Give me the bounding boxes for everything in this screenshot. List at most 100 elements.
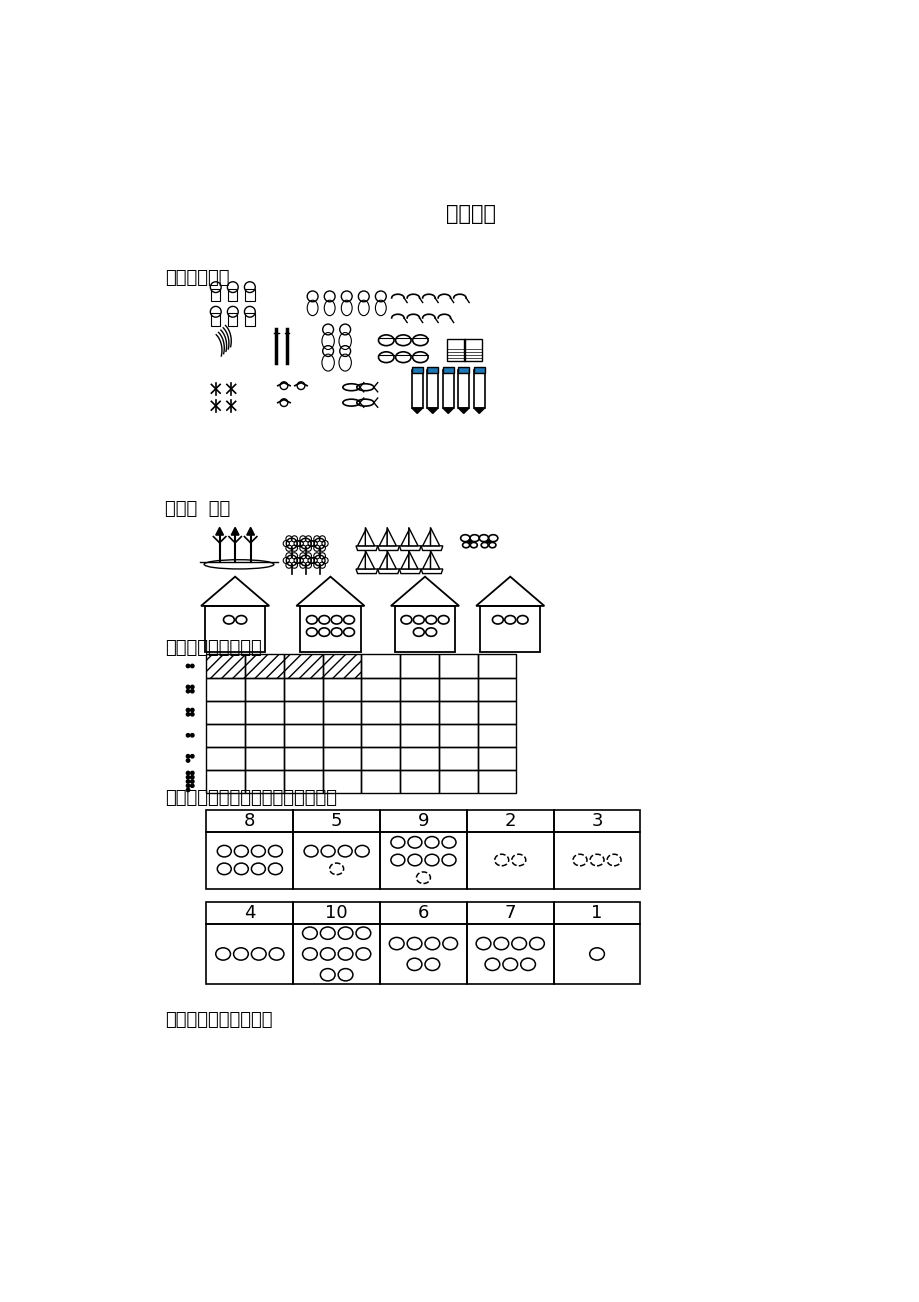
Polygon shape xyxy=(365,527,374,546)
Bar xyxy=(245,724,284,747)
Text: 四、看上面的数，画一画，划一划。: 四、看上面的数，画一画，划一划。 xyxy=(165,789,337,807)
Bar xyxy=(447,340,465,361)
Circle shape xyxy=(190,776,194,779)
Bar xyxy=(438,655,477,677)
Text: 单元测试: 单元测试 xyxy=(446,204,496,224)
Polygon shape xyxy=(421,546,442,551)
Bar xyxy=(284,677,323,700)
Bar xyxy=(210,314,221,326)
Text: 五、数一数，圈一圈。: 五、数一数，圈一圈。 xyxy=(165,1010,273,1029)
Circle shape xyxy=(187,733,189,737)
Polygon shape xyxy=(356,546,378,551)
Bar xyxy=(206,747,245,769)
Text: 9: 9 xyxy=(417,811,429,829)
Polygon shape xyxy=(357,530,365,546)
Bar xyxy=(466,832,553,888)
Bar xyxy=(361,677,400,700)
Bar xyxy=(361,655,400,677)
Bar xyxy=(245,747,284,769)
Text: 三、数点，涂方格。: 三、数点，涂方格。 xyxy=(165,639,262,658)
Bar xyxy=(323,747,361,769)
Bar xyxy=(245,289,255,301)
Bar xyxy=(412,370,422,408)
Circle shape xyxy=(190,685,194,689)
Bar xyxy=(206,902,293,924)
Bar xyxy=(400,655,438,677)
Circle shape xyxy=(187,755,189,758)
Bar xyxy=(300,605,360,652)
Circle shape xyxy=(190,755,194,758)
Bar xyxy=(463,355,482,358)
Bar xyxy=(458,370,469,408)
Circle shape xyxy=(187,664,189,668)
Circle shape xyxy=(187,712,189,716)
Bar xyxy=(463,349,482,352)
Bar xyxy=(477,747,516,769)
Text: 5: 5 xyxy=(331,811,342,829)
Bar xyxy=(400,747,438,769)
Bar xyxy=(284,769,323,793)
Bar xyxy=(553,924,640,984)
Bar xyxy=(228,314,237,326)
Circle shape xyxy=(468,540,471,543)
Text: 7: 7 xyxy=(504,904,516,922)
Bar xyxy=(400,677,438,700)
Polygon shape xyxy=(378,546,399,551)
Bar xyxy=(400,724,438,747)
Circle shape xyxy=(190,733,194,737)
Polygon shape xyxy=(473,408,484,414)
Bar xyxy=(442,370,453,408)
Bar xyxy=(293,924,380,984)
Bar xyxy=(553,832,640,888)
Circle shape xyxy=(190,784,194,788)
Circle shape xyxy=(187,690,189,693)
Text: 4: 4 xyxy=(244,904,255,922)
Bar xyxy=(447,355,465,358)
Circle shape xyxy=(187,784,189,788)
Polygon shape xyxy=(422,553,430,569)
Bar xyxy=(380,924,466,984)
Polygon shape xyxy=(379,553,387,569)
Bar xyxy=(284,747,323,769)
Bar xyxy=(380,902,466,924)
Polygon shape xyxy=(401,553,408,569)
Bar xyxy=(426,367,437,374)
Bar xyxy=(477,655,516,677)
Circle shape xyxy=(190,771,194,775)
Circle shape xyxy=(190,780,194,784)
Bar xyxy=(553,902,640,924)
Bar xyxy=(245,769,284,793)
Polygon shape xyxy=(408,527,417,546)
Bar xyxy=(426,370,437,408)
Bar xyxy=(477,677,516,700)
Circle shape xyxy=(187,776,189,779)
Polygon shape xyxy=(430,527,439,546)
Text: 1: 1 xyxy=(591,904,602,922)
Polygon shape xyxy=(430,551,439,569)
Bar xyxy=(284,655,323,677)
Bar xyxy=(206,700,245,724)
Polygon shape xyxy=(387,551,396,569)
Polygon shape xyxy=(387,527,396,546)
Bar xyxy=(442,367,453,374)
Polygon shape xyxy=(426,408,437,414)
Polygon shape xyxy=(216,527,223,535)
Bar xyxy=(458,367,469,374)
Bar xyxy=(438,724,477,747)
Polygon shape xyxy=(246,527,255,535)
Bar xyxy=(466,810,553,832)
Bar xyxy=(293,902,380,924)
Text: 10: 10 xyxy=(325,904,347,922)
Bar xyxy=(380,810,466,832)
Bar xyxy=(323,724,361,747)
Bar xyxy=(206,677,245,700)
Bar xyxy=(361,700,400,724)
Circle shape xyxy=(190,708,194,712)
Bar xyxy=(361,747,400,769)
Bar xyxy=(245,677,284,700)
Circle shape xyxy=(187,780,189,784)
Polygon shape xyxy=(421,569,442,574)
Bar xyxy=(473,370,484,408)
Bar xyxy=(477,724,516,747)
Polygon shape xyxy=(356,569,378,574)
